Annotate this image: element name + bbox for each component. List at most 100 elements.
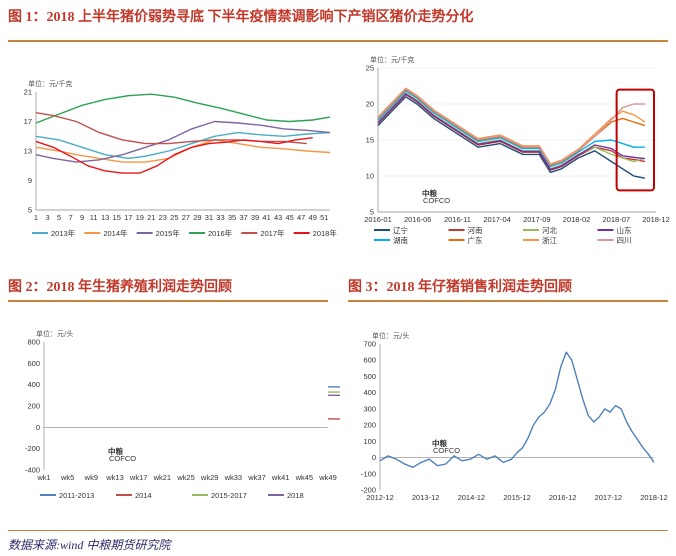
x-tick-label: 43 [274, 213, 282, 222]
legend-label: 2016年 [208, 228, 233, 238]
x-tick-label: wk41 [271, 473, 290, 482]
figure3-title: 图 3：2018 年仔猪销售利润走势回顾 [348, 280, 572, 295]
legend-label: 河北 [542, 226, 557, 235]
y-tick-label: 5 [28, 206, 32, 215]
x-tick-label: wk37 [247, 473, 266, 482]
unit-label: 单位：元/千克 [28, 79, 72, 88]
cofco-logo-sub: COFCO [423, 196, 450, 205]
cofco-logo-text: 中粮 [432, 438, 447, 448]
figure3-rule [348, 300, 668, 302]
legend-label: 2018 [287, 491, 304, 500]
x-tick-label: wk45 [295, 473, 314, 482]
legend-label: 2015年 [156, 228, 181, 238]
series-line [327, 394, 340, 397]
y-tick-label: 700 [363, 340, 376, 349]
y-tick-label: 10 [366, 172, 374, 181]
x-tick-label: 29 [193, 213, 201, 222]
y-tick-label: 400 [363, 388, 376, 397]
data-source: 数据来源:wind 中粮期货研究院 [8, 538, 171, 552]
x-tick-label: 2017-04 [483, 215, 511, 224]
x-tick-label: 37 [239, 213, 247, 222]
x-tick-label: 2016-11 [444, 215, 471, 224]
cofco-logo-text: 中粮 [422, 188, 437, 198]
legend-label: 2013年 [51, 228, 76, 238]
footer-rule [8, 530, 668, 531]
x-tick-label: 2013-12 [412, 493, 440, 502]
highlight-box [615, 88, 656, 192]
legend-label: 2014年 [103, 228, 128, 238]
legend-label: 2018年 [313, 228, 338, 238]
x-tick-label: 47 [297, 213, 305, 222]
x-tick-label: 23 [159, 213, 167, 222]
legend-label: 2011-2013 [59, 491, 94, 500]
figure2-rule [8, 300, 328, 302]
legend-label: 四川 [617, 236, 632, 245]
y-tick-label: 5 [370, 208, 374, 217]
y-tick-label: 500 [363, 372, 376, 381]
y-tick-label: 600 [363, 356, 376, 365]
y-tick-label: 13 [24, 147, 32, 156]
x-tick-label: 9 [80, 213, 84, 222]
x-tick-label: 31 [205, 213, 213, 222]
series-line [35, 93, 331, 124]
unit-label: 单位：元/千克 [370, 55, 414, 64]
y-tick-label: 800 [27, 338, 40, 347]
x-tick-label: wk17 [129, 473, 148, 482]
x-tick-label: wk13 [105, 473, 124, 482]
unit-label: 单位：元/头 [36, 329, 73, 338]
figure1-title: 图 1：2018 上半年猪价弱势寻底 下半年疫情禁调影响下产销区猪价走势分化 [8, 10, 474, 25]
figure1-rule [8, 40, 668, 42]
y-tick-label: 25 [366, 64, 374, 73]
legend-label: 2017年 [260, 228, 285, 238]
x-tick-label: 2016-06 [404, 215, 432, 224]
x-tick-label: 27 [182, 213, 190, 222]
cofco-logo-text: 中粮 [108, 446, 123, 456]
unit-label: 单位：元/头 [372, 331, 409, 340]
x-tick-label: 1 [34, 213, 38, 222]
x-tick-label: 19 [136, 213, 144, 222]
x-tick-label: 11 [90, 213, 98, 222]
legend-label: 河南 [468, 225, 483, 235]
x-tick-label: wk21 [153, 473, 172, 482]
x-tick-label: 17 [124, 213, 132, 222]
x-tick-label: 7 [69, 213, 73, 222]
x-tick-label: wk1 [36, 473, 50, 482]
x-tick-label: 35 [228, 213, 236, 222]
y-tick-label: 21 [24, 88, 32, 97]
x-tick-label: 2015-12 [503, 493, 531, 502]
x-tick-label: 45 [285, 213, 293, 222]
y-tick-label: 9 [28, 176, 32, 185]
series-line [327, 418, 340, 420]
y-tick-label: 17 [24, 117, 32, 126]
y-tick-label: -200 [25, 444, 40, 453]
x-tick-label: 2012-12 [366, 493, 394, 502]
x-tick-label: 2016-12 [549, 493, 577, 502]
y-tick-label: 100 [363, 437, 376, 446]
series-line [377, 88, 645, 166]
x-tick-label: wk29 [200, 473, 219, 482]
series-line [35, 137, 313, 174]
series-line [377, 90, 645, 168]
legend-label: 2015-2017 [211, 491, 247, 500]
figure2-title: 图 2：2018 年生猪养殖利润走势回顾 [8, 280, 232, 295]
y-tick-label: 15 [366, 136, 374, 145]
y-tick-label: 0 [36, 423, 40, 432]
series-line [327, 391, 340, 393]
y-tick-label: -200 [361, 486, 376, 495]
legend-label: 2014 [135, 491, 152, 500]
x-tick-label: 2016-01 [364, 215, 392, 224]
x-tick-label: 15 [113, 213, 121, 222]
x-tick-label: 41 [262, 213, 270, 222]
y-tick-label: 400 [27, 380, 40, 389]
x-tick-label: wk5 [60, 473, 74, 482]
chart-piglet-sales-profit: 单位：元/头 -200 -100 0 100 200 300 400 500 600 700 2012… [361, 331, 668, 502]
legend-label: 山东 [617, 225, 632, 235]
x-tick-label: 2014-12 [458, 493, 486, 502]
y-tick-label: 300 [363, 404, 376, 413]
x-tick-label: 21 [147, 213, 155, 222]
y-tick-label: 600 [27, 359, 40, 368]
chart-hog-farming-profit: 单位：元/头 -400 -200 0 200 400 600 800 wk1 wk5 wk9 wk13… [25, 329, 340, 500]
x-tick-label: 49 [309, 213, 317, 222]
